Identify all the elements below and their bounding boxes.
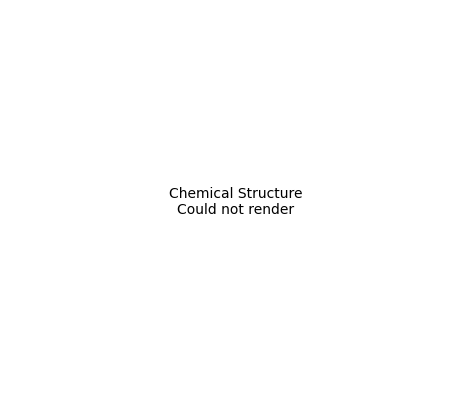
Text: Chemical Structure
Could not render: Chemical Structure Could not render — [168, 187, 302, 217]
